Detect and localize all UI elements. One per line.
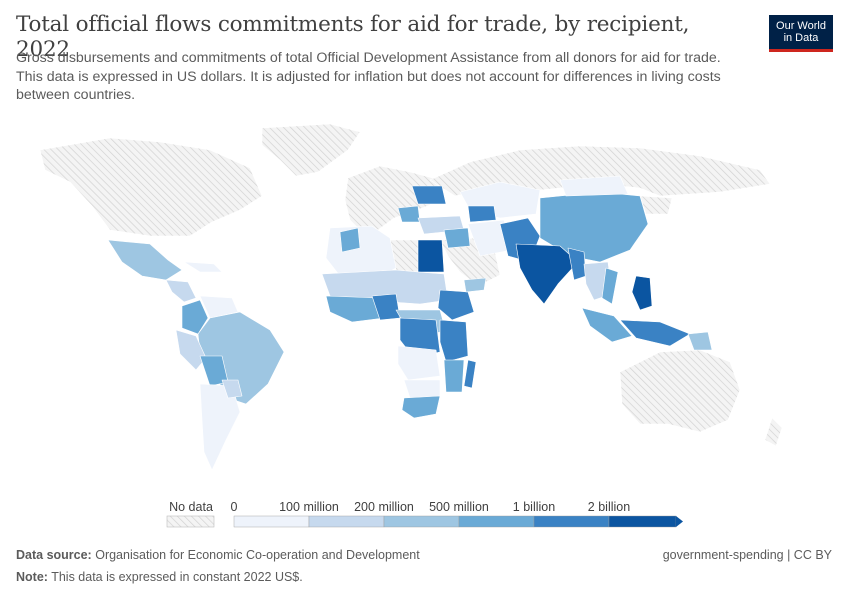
region-venezuela[interactable] bbox=[199, 295, 239, 319]
region-ethiopia[interactable] bbox=[437, 289, 475, 321]
region-vietnam[interactable] bbox=[601, 267, 619, 305]
legend-tick-2: 200 million bbox=[354, 500, 414, 514]
chart-title: Total official flows commitments for aid… bbox=[16, 12, 690, 62]
region-west-africa[interactable] bbox=[325, 295, 385, 323]
region-paraguay[interactable] bbox=[221, 379, 243, 399]
chart-subtitle: Gross disbursements and commitments of t… bbox=[16, 50, 721, 103]
region-madagascar[interactable] bbox=[463, 359, 477, 389]
legend-bin-2 bbox=[383, 515, 460, 528]
region-ukraine[interactable] bbox=[411, 185, 447, 205]
region-indonesia-east[interactable] bbox=[619, 319, 691, 347]
region-peru[interactable] bbox=[175, 329, 207, 371]
region-angola-zambia[interactable] bbox=[397, 345, 441, 381]
region-papua[interactable] bbox=[687, 331, 713, 351]
owid-logo[interactable]: Our World in Data bbox=[769, 15, 833, 52]
data-source-link[interactable]: Organisation for Economic Co-operation a… bbox=[95, 548, 420, 562]
region-indonesia-west[interactable] bbox=[581, 307, 633, 343]
region-china-north[interactable] bbox=[639, 195, 673, 215]
region-greenland[interactable] bbox=[261, 123, 361, 177]
legend-arrow bbox=[676, 516, 683, 527]
legend-bin-5 bbox=[608, 515, 677, 528]
region-south-africa[interactable] bbox=[401, 395, 441, 419]
legend-tick-0: 0 bbox=[231, 500, 238, 514]
region-new-zealand[interactable] bbox=[764, 417, 783, 447]
note-label: Note: bbox=[16, 570, 48, 584]
chart-note: Note: This data is expressed in constant… bbox=[16, 570, 303, 584]
legend-tick-3: 500 million bbox=[429, 500, 489, 514]
region-australia[interactable] bbox=[619, 349, 741, 433]
legend-tick-5: 2 billion bbox=[588, 500, 630, 514]
region-north-africa-coast[interactable] bbox=[339, 227, 361, 253]
legend-tick-4: 1 billion bbox=[513, 500, 555, 514]
region-india[interactable] bbox=[515, 243, 579, 305]
region-mozambique[interactable] bbox=[443, 359, 465, 393]
legend-bin-0 bbox=[233, 515, 310, 528]
legend-bin-3 bbox=[458, 515, 535, 528]
region-caribbean[interactable] bbox=[183, 261, 223, 273]
region-colombia[interactable] bbox=[181, 299, 209, 335]
legend-bin-1 bbox=[308, 515, 385, 528]
legend-no-data-swatch bbox=[166, 515, 215, 528]
logo-line-2: in Data bbox=[783, 32, 819, 44]
note-text: This data is expressed in constant 2022 … bbox=[51, 570, 303, 584]
legend-tick-1: 100 million bbox=[279, 500, 339, 514]
license-link[interactable]: government-spending | CC BY bbox=[662, 548, 832, 562]
region-egypt[interactable] bbox=[417, 239, 445, 273]
region-east-africa[interactable] bbox=[439, 319, 469, 363]
logo-line-1: Our World bbox=[776, 20, 826, 32]
legend-no-data-label: No data bbox=[169, 500, 213, 514]
data-source-label: Data source: bbox=[16, 548, 92, 562]
region-caucasus[interactable] bbox=[467, 205, 497, 223]
legend-bin-4 bbox=[533, 515, 610, 528]
region-central-america[interactable] bbox=[165, 279, 197, 303]
region-mexico[interactable] bbox=[107, 239, 183, 281]
world-map[interactable] bbox=[0, 120, 850, 495]
region-bangladesh-myanmar[interactable] bbox=[567, 247, 587, 281]
region-mongolia[interactable] bbox=[559, 175, 629, 197]
region-north-america[interactable] bbox=[39, 137, 263, 237]
region-philippines[interactable] bbox=[631, 275, 653, 311]
map-legend: No data 0 100 million 200 million 500 mi… bbox=[166, 500, 683, 528]
region-jordan-iraq[interactable] bbox=[443, 227, 471, 249]
region-balkans[interactable] bbox=[397, 205, 421, 223]
region-yemen[interactable] bbox=[463, 277, 487, 293]
data-source: Data source: Organisation for Economic C… bbox=[16, 548, 420, 562]
